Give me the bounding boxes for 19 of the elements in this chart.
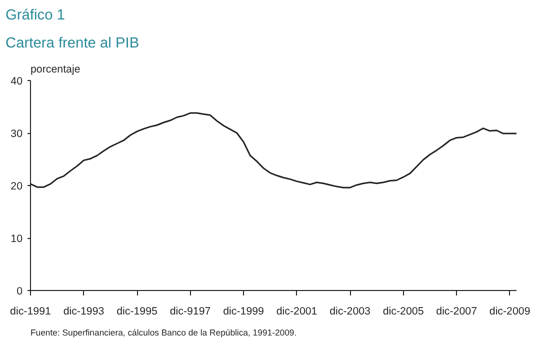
y-tick-label: 0 [16, 286, 23, 298]
x-tick-label: dic-2001 [276, 306, 318, 318]
y-tick-label: 30 [10, 128, 23, 140]
y-tick-label: 20 [10, 180, 23, 192]
y-tick-label: 40 [10, 76, 23, 88]
x-tick-label: dic-2005 [382, 306, 424, 318]
x-tick-label: dic-1993 [63, 306, 104, 318]
x-tick-label: dic-1999 [223, 306, 264, 318]
y-tick-label: 10 [10, 233, 23, 245]
x-tick-label: dic-2003 [330, 306, 371, 318]
chart-title: Gráfico 1 [6, 8, 65, 24]
chart-subtitle: Cartera frente al PIB [6, 36, 140, 52]
x-tick-label: dic-2009 [489, 306, 530, 318]
x-tick-label: dic-1995 [116, 306, 158, 318]
source-note: Fuente: Superfinanciera, cálculos Banco de la República, 1991-2009. [30, 328, 297, 338]
x-tick-label: dic-2007 [436, 306, 478, 318]
x-tick-label: dic-1991 [10, 306, 52, 318]
y-axis-title: porcentaje [30, 64, 80, 76]
x-tick-label: dic-9197 [170, 306, 211, 318]
